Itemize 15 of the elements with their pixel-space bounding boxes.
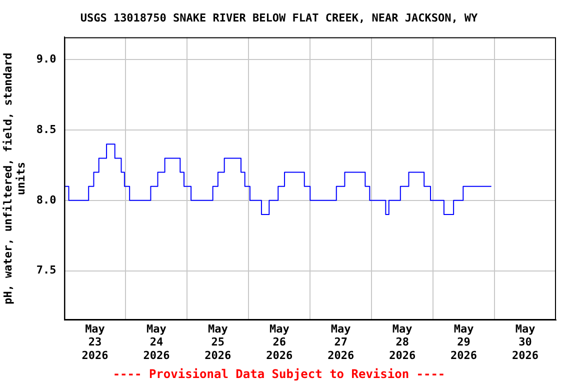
x-tick-label: May 25 2026 — [204, 322, 232, 362]
y-axis-title: pH, water, unfiltered, field, standard units — [1, 52, 28, 304]
chart-title: USGS 13018750 SNAKE RIVER BELOW FLAT CREEK, NEAR JACKSON, WY — [80, 11, 478, 24]
x-tick-label: May 26 2026 — [266, 322, 294, 362]
text: ---- Provisional Data Subject to Revision ---- — [112, 366, 446, 381]
x-tick-label: May 30 2026 — [512, 322, 539, 362]
y-tick-label: 8.0 — [36, 193, 56, 206]
x-tick-label: May 24 2026 — [143, 322, 170, 362]
y-tick-label: 8.5 — [36, 122, 56, 136]
y-tick-label: 7.5 — [36, 264, 56, 277]
x-tick-label: May 23 2026 — [82, 322, 109, 362]
y-tick-label: 9.0 — [36, 52, 56, 66]
x-tick-label: May 29 2026 — [450, 322, 478, 362]
x-tick-label: May 28 2026 — [389, 322, 416, 362]
x-tick-label: May 27 2026 — [328, 322, 354, 362]
